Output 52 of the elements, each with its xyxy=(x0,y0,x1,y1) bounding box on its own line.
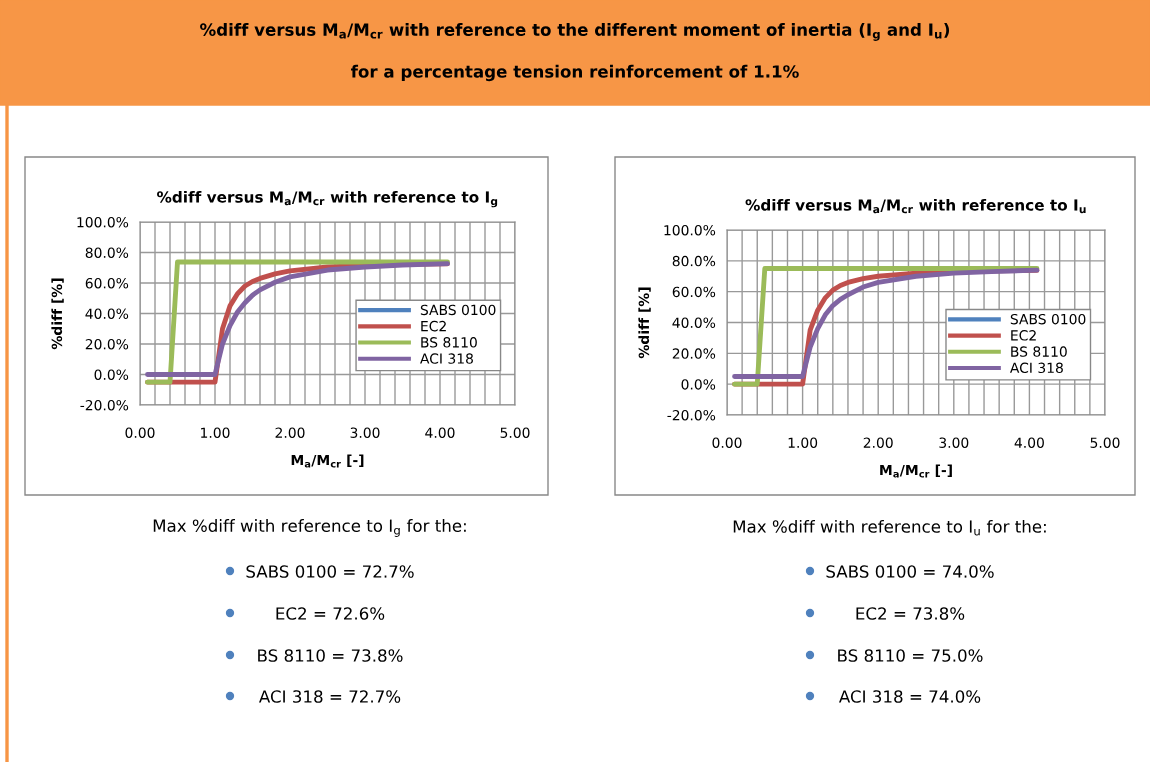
y-tick-label: 20.0% xyxy=(85,338,129,350)
x-tick-label: 1.00 xyxy=(201,427,230,438)
x-axis-title: M$_{a}$/M$_{cr}$ [-] xyxy=(291,454,364,468)
x-tick-label: 2.00 xyxy=(275,427,305,438)
y-tick-label: 20.0% xyxy=(672,348,716,359)
x-tick-label: 4.00 xyxy=(425,427,455,438)
x-axis-title: M$_{a}$/M$_{cr}$ [-] xyxy=(880,464,952,478)
x-tick-label: 3.00 xyxy=(939,437,969,448)
legend-label: SABS 0100 xyxy=(1010,313,1086,325)
legend-label: EC2 xyxy=(421,320,446,332)
text: EC2 = 73.8% xyxy=(856,607,965,620)
x-tick-label: 5.00 xyxy=(1090,437,1120,448)
x-tick-label: 5.00 xyxy=(500,427,530,438)
x-tick-label: 2.00 xyxy=(863,437,893,448)
text: SABS 0100 = 74.0% xyxy=(826,565,994,578)
x-tick-label: 4.00 xyxy=(1014,437,1044,448)
y-axis-title: %diff [%] xyxy=(51,278,64,350)
text: for a percentage tension reinforcement of 1.1% xyxy=(350,64,799,82)
legend-label: ACI 318 xyxy=(1009,362,1063,374)
y-tick-label: -20.0% xyxy=(80,399,129,411)
text: EC2 = 72.6% xyxy=(276,607,385,620)
x-tick-label: 0.00 xyxy=(712,437,742,448)
y-tick-label: 0.0% xyxy=(681,379,716,390)
text: BS 8110 = 73.8% xyxy=(258,649,403,662)
y-tick-label: 40.0% xyxy=(85,308,129,319)
text: ACI 318 = 72.7% xyxy=(258,690,401,703)
y-axis-title: %diff [%] xyxy=(638,287,651,359)
y-tick-label: 0.0% xyxy=(94,369,129,380)
x-tick-label: 1.00 xyxy=(788,437,818,448)
text: SABS 0100 = 72.7% xyxy=(246,565,414,578)
chart-title: %diff versus M$_{a}$/M$_{cr}$ with reference to I$_{u}$ xyxy=(745,198,1086,214)
text: ACI 318 = 74.0% xyxy=(838,690,981,703)
chart-title: %diff versus M$_{a}$/M$_{cr}$ with reference to I$_{g}$ xyxy=(157,190,498,208)
y-tick-label: -20.0% xyxy=(667,409,716,421)
y-tick-label: 100.0% xyxy=(77,216,129,228)
y-tick-label: 60.0% xyxy=(672,286,716,298)
legend-label: EC2 xyxy=(1011,330,1036,341)
y-tick-label: 40.0% xyxy=(672,317,716,328)
y-tick-label: 80.0% xyxy=(672,255,716,267)
legend-label: ACI 318 xyxy=(420,353,473,364)
legend-label: SABS 0100 xyxy=(420,304,496,316)
text: Max %diff with reference to I$_{u}$ for the: xyxy=(733,519,1046,536)
x-tick-label: 3.00 xyxy=(350,427,380,438)
legend-label: BS 8110 xyxy=(421,337,477,348)
text: BS 8110 = 75.0% xyxy=(838,649,983,662)
chart-title: %diff versus M$_{a}$/M$_{cr}$ with reference to the different moment of inertia (I$_{g}$ and I$_{u}$) xyxy=(200,23,950,41)
legend-label: BS 8110 xyxy=(1011,346,1067,357)
y-tick-label: 80.0% xyxy=(85,247,129,258)
y-tick-label: 100.0% xyxy=(664,224,716,236)
x-tick-label: 0.00 xyxy=(125,427,155,438)
text: Max %diff with reference to I$_{g}$ for the: xyxy=(153,519,466,537)
y-tick-label: 60.0% xyxy=(85,277,129,289)
